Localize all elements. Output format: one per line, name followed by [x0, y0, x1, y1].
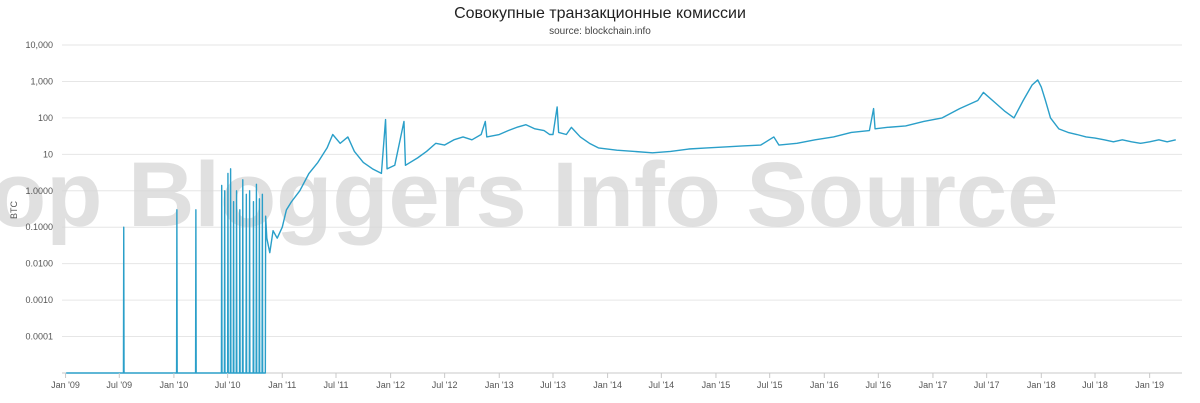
x-tick-label: Jan '11	[268, 380, 296, 390]
x-tick-label: Jul '14	[648, 380, 674, 390]
grid-lines	[62, 44, 1182, 374]
x-tick-label: Jan '15	[702, 380, 731, 390]
x-tick-label: Jul '15	[757, 380, 783, 390]
y-tick-label: 10	[43, 149, 53, 159]
x-tick-label: Jul '11	[323, 380, 348, 390]
x-tick-label: Jan '17	[919, 380, 948, 390]
chart-title: Совокупные транзакционные комиссии	[454, 5, 746, 22]
x-tick-label: Jul '09	[106, 380, 132, 390]
x-tick-label: Jan '10	[160, 380, 189, 390]
x-tick-label: Jul '17	[974, 380, 1000, 390]
x-axis-ticks: Jan '09 Jul '09 Jan '10 Jul '10 Jan '11 Jul '…	[51, 373, 1164, 390]
y-tick-label: 0.0100	[25, 259, 53, 269]
x-tick-label: Jan '13	[485, 380, 514, 390]
y-tick-label: 1,000	[30, 76, 53, 86]
x-tick-label: Jan '19	[1135, 380, 1164, 390]
x-tick-label: Jan '12	[376, 380, 405, 390]
y-axis-ticks: 10,000 1,000 100 10 1.0000 0.1000 0.0100 0.0010…	[25, 40, 53, 342]
y-tick-label: 0.0001	[25, 332, 53, 342]
x-tick-label: Jul '16	[865, 380, 891, 390]
x-tick-label: Jan '09	[51, 380, 80, 390]
y-tick-label: 1.0000	[25, 186, 53, 196]
x-tick-label: Jul '10	[215, 380, 241, 390]
watermark-text: op Bloggers Info Source	[0, 144, 1058, 246]
x-tick-label: Jan '16	[810, 380, 839, 390]
x-tick-label: Jan '14	[593, 380, 622, 390]
y-tick-label: 100	[38, 113, 53, 123]
series-layer	[66, 79, 1176, 374]
y-axis-label: BTC	[9, 200, 19, 219]
x-tick-label: Jan '18	[1027, 380, 1056, 390]
x-tick-label: Jul '18	[1082, 380, 1108, 390]
series-line	[66, 79, 1176, 374]
y-tick-label: 0.1000	[25, 222, 53, 232]
x-tick-label: Jul '13	[540, 380, 566, 390]
y-tick-label: 10,000	[25, 40, 53, 50]
x-tick-label: Jul '12	[432, 380, 458, 390]
y-tick-label: 0.0010	[25, 295, 53, 305]
chart-subtitle: source: blockchain.info	[549, 26, 651, 37]
